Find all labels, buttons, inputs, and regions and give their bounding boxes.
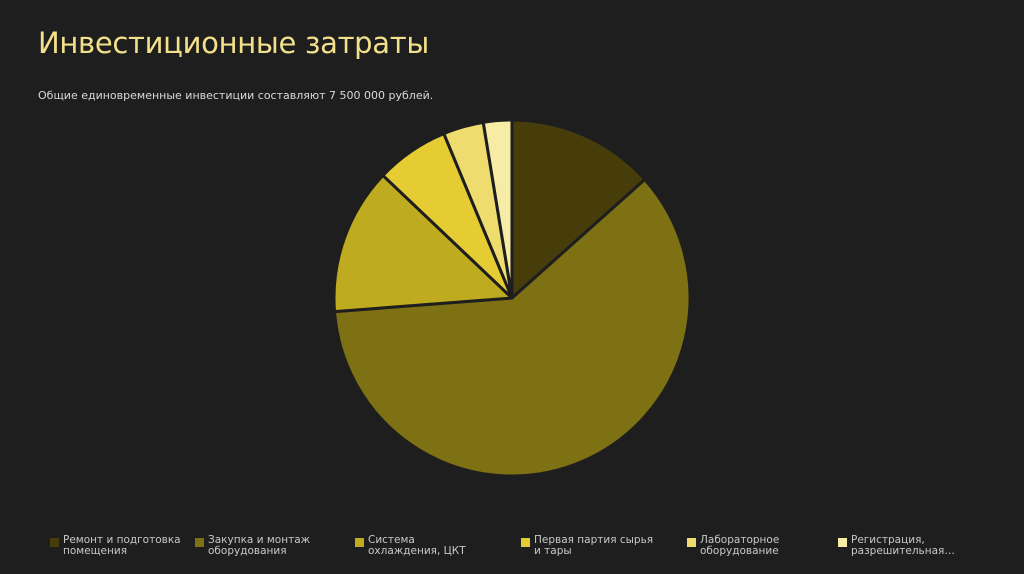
legend-item: Первая партия сырья и тары — [521, 535, 654, 557]
legend-item: Лабораторное оборудование — [687, 535, 820, 557]
legend-swatch — [521, 538, 530, 547]
legend-item: Регистрация, разрешительная… — [838, 535, 971, 557]
legend-item: Закупка и монтаж оборудования — [195, 535, 328, 557]
pie-slice — [510, 118, 647, 300]
legend-label: Первая партия сырья и тары — [534, 534, 654, 557]
legend-label: Ремонт и подготовка помещения — [63, 534, 181, 557]
pie-slice — [332, 173, 514, 314]
legend-label: Закупка и монтаж оборудования — [208, 534, 311, 557]
legend-swatch — [195, 538, 204, 547]
legend-swatch — [355, 538, 364, 547]
pie-slice — [333, 178, 692, 478]
legend-swatch — [687, 538, 696, 547]
legend-item: Система охлаждения, ЦКТ — [355, 535, 488, 557]
legend-swatch — [50, 538, 59, 547]
legend-label: Лабораторное оборудование — [700, 534, 780, 557]
legend-item: Ремонт и подготовка помещения — [50, 535, 183, 557]
legend-swatch — [838, 538, 847, 547]
slide-title: Инвестиционные затраты — [38, 26, 429, 60]
legend-label: Регистрация, разрешительная… — [851, 534, 955, 557]
legend-label: Система охлаждения, ЦКТ — [368, 534, 466, 557]
pie-slice — [481, 118, 514, 300]
slide-subtitle: Общие единовременные инвестиции составля… — [38, 89, 434, 102]
